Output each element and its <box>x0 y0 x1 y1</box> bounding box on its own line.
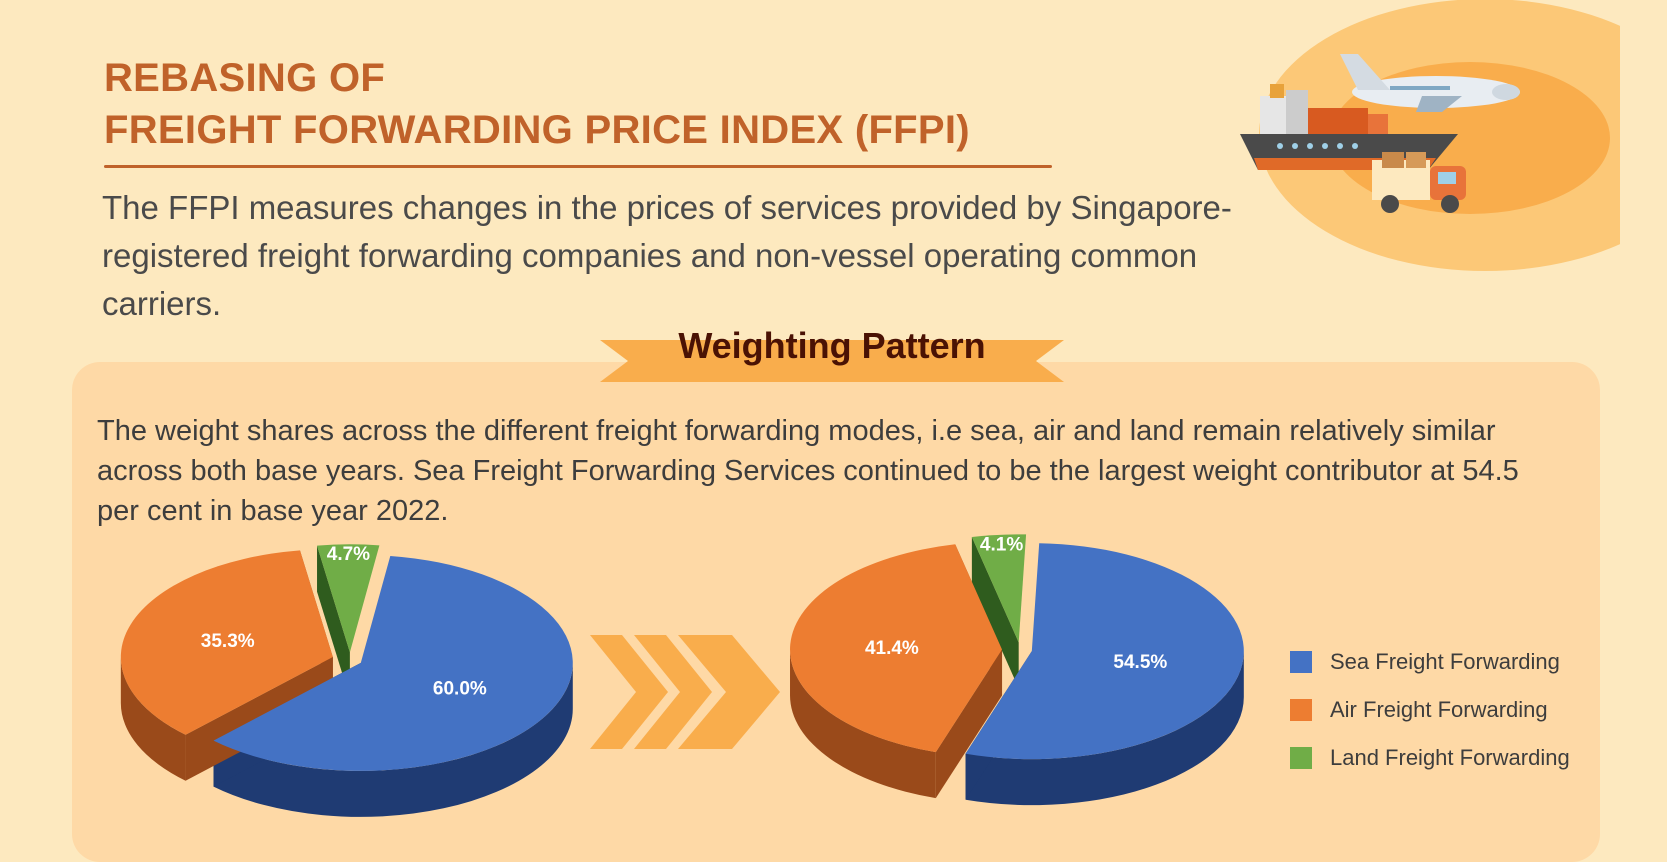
section-ribbon <box>600 340 1064 382</box>
slice-label-sea: 60.0% <box>433 679 487 700</box>
pie-slice-sea <box>213 555 573 771</box>
pie-wall-air <box>790 649 936 799</box>
pie-chart-base-year-a: 60.0% 35.3% 4.7% <box>120 544 573 817</box>
slice-label-sea: 54.5% <box>1113 652 1167 673</box>
legend-item-sea: Sea Freight Forwarding <box>1290 638 1570 686</box>
pie-chart-base-year-b: 54.5% 41.4% 4.1% <box>790 534 1244 806</box>
pie-slice-land <box>317 544 380 653</box>
title-line-2: FREIGHT FORWARDING PRICE INDEX (FFPI) <box>104 108 970 152</box>
pie-slice-land <box>971 534 1027 643</box>
page-title: REBASING OF FREIGHT FORWARDING PRICE IND… <box>104 52 970 156</box>
slice-label-air: 35.3% <box>201 631 255 652</box>
airplane-icon <box>1340 54 1520 112</box>
intro-text: The FFPI measures changes in the prices … <box>102 189 1232 322</box>
slice-label-air: 41.4% <box>865 638 919 659</box>
slice-label-land: 4.7% <box>327 544 370 565</box>
pie-charts: 60.0% 35.3% 4.7% 54.5% 41.4% 4.1% <box>120 534 1244 817</box>
pie-edge-land <box>971 537 1019 689</box>
legend-label-sea: Sea Freight Forwarding <box>1330 649 1560 674</box>
legend-item-land: Land Freight Forwarding <box>1290 734 1570 782</box>
legend-item-air: Air Freight Forwarding <box>1290 686 1570 734</box>
pie-wall-sea <box>965 651 1244 806</box>
freight-illustration-icon <box>1240 0 1620 271</box>
pie-slice-sea <box>965 543 1244 760</box>
triple-chevron-right-icon <box>590 635 780 749</box>
title-underline <box>104 165 1052 168</box>
section-description: The weight shares across the different f… <box>97 415 1519 527</box>
pie-slice-air <box>120 550 333 735</box>
pie-edge-air <box>935 649 1003 799</box>
legend-label-air: Air Freight Forwarding <box>1330 697 1548 722</box>
legend-swatch-land <box>1290 747 1312 769</box>
chart-legend: Sea Freight Forwarding Air Freight Forwa… <box>1290 638 1570 782</box>
slice-label-land: 4.1% <box>980 534 1023 555</box>
pie-wall-air <box>120 657 186 781</box>
legend-swatch-air <box>1290 699 1312 721</box>
title-line-1: REBASING OF <box>104 56 386 100</box>
section-heading: Weighting Pattern <box>678 325 986 366</box>
pie-slice-air <box>790 544 1003 753</box>
pie-edge-land <box>317 545 350 699</box>
pie-wall-sea <box>213 662 573 817</box>
legend-label-land: Land Freight Forwarding <box>1330 745 1570 770</box>
legend-swatch-sea <box>1290 651 1312 673</box>
delivery-truck-icon <box>1372 152 1466 213</box>
